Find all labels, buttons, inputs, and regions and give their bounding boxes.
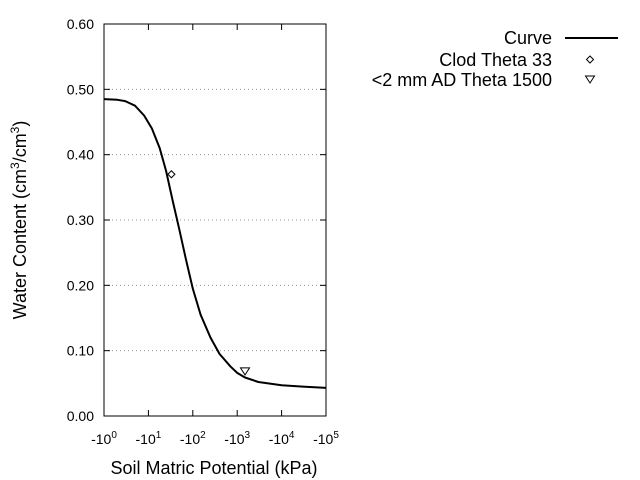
x-tick-label: -100 — [91, 430, 117, 447]
legend: Curve Clod Theta 33 <2 mm AD Theta 1500 — [372, 28, 618, 90]
y-tick-label: 0.10 — [67, 343, 94, 359]
curve-line — [103, 98, 327, 389]
legend-swatch-triangle-marker — [584, 75, 596, 84]
legend-swatch-diamond-marker — [585, 55, 595, 64]
y-axis: 0.00 0.10 0.20 0.30 0.40 0.50 0.60 — [67, 16, 326, 424]
series-layer — [103, 98, 327, 389]
y-tick-label: 0.20 — [67, 277, 94, 293]
y-tick-label: 0.30 — [67, 212, 94, 228]
y-tick-label: 0.50 — [67, 81, 94, 97]
x-axis-title: Soil Matric Potential (kPa) — [110, 458, 317, 478]
x-tick-label: -102 — [180, 430, 206, 447]
grid-lines — [104, 88, 326, 352]
legend-label-clod-theta-33: Clod Theta 33 — [439, 50, 552, 70]
legend-label-curve: Curve — [504, 28, 552, 48]
triangle-down-data-point — [239, 367, 251, 376]
x-tick-label: -103 — [224, 430, 250, 447]
x-axis: -100 -101 -102 -103 -104 -105 — [91, 24, 339, 447]
diamond-data-point — [167, 170, 176, 179]
y-tick-label: 0.60 — [67, 16, 94, 32]
y-tick-label: 0.40 — [67, 147, 94, 163]
y-axis-title: Water Content (cm3/cm3) — [8, 121, 30, 320]
legend-label-ad-theta-1500: <2 mm AD Theta 1500 — [372, 70, 552, 90]
x-tick-label: -101 — [136, 430, 162, 447]
x-tick-label: -104 — [269, 430, 295, 447]
x-tick-label: -105 — [313, 430, 339, 447]
y-tick-label: 0.00 — [67, 408, 94, 424]
